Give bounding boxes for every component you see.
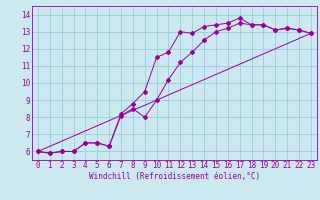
X-axis label: Windchill (Refroidissement éolien,°C): Windchill (Refroidissement éolien,°C)	[89, 172, 260, 181]
